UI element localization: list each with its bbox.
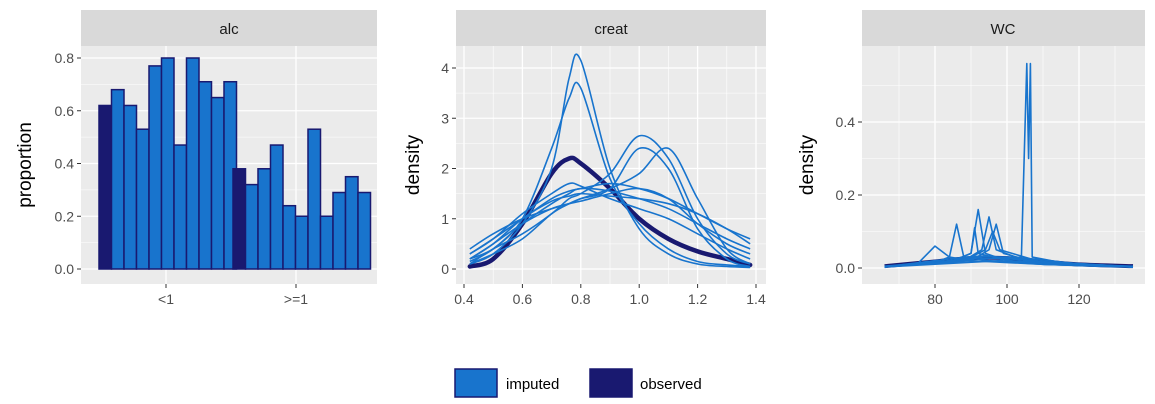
creat-xtick-label: 1.2 <box>688 291 708 307</box>
creat-ytick-label: 4 <box>441 60 449 76</box>
bar-imputed <box>123 104 138 270</box>
bar-imputed <box>110 88 125 270</box>
density-line-imputed <box>884 227 1134 268</box>
bar-imputed <box>269 144 284 270</box>
legend-key-imputed <box>454 368 498 398</box>
y-axis-title-proportion: proportion <box>15 122 36 208</box>
wc-xtick-label: 80 <box>927 291 943 307</box>
creat-xtick-label: 1.0 <box>629 291 649 307</box>
density-line-imputed <box>884 223 1134 268</box>
creat-ytick-label: 3 <box>441 110 449 126</box>
legend-label-observed: observed <box>640 376 702 393</box>
strip-wc-bg <box>862 10 1145 46</box>
bar-imputed <box>319 215 334 270</box>
creat-xtick-label: 0.8 <box>571 291 591 307</box>
panel-alc: alc 0.0 0.2 0.4 0.6 0.8 <1 >=1 proportion <box>15 10 377 307</box>
strip-creat-bg <box>456 10 766 46</box>
panel-creat: creat 0 1 2 3 4 0.4 0.6 0.8 1.0 1.2 1.4 density <box>403 10 766 307</box>
bar-observed <box>98 104 113 270</box>
wc-ytick-label: 0.4 <box>836 114 856 130</box>
creat-xtick-label: 0.6 <box>513 291 533 307</box>
alc-ytick-label: 0.8 <box>55 50 75 66</box>
alc-ytick-label: 0.4 <box>55 156 75 172</box>
bar-imputed <box>185 57 200 270</box>
wc-xtick-label: 120 <box>1067 291 1091 307</box>
wc-xtick-label: 100 <box>995 291 1019 307</box>
bar-imputed <box>173 144 188 270</box>
strip-wc-label: WC <box>991 21 1016 38</box>
panel-wc: WC 0.0 0.2 0.4 80 100 120 density <box>797 10 1145 307</box>
bar-imputed <box>294 215 309 270</box>
bar-imputed <box>135 128 150 270</box>
bar-imputed <box>332 191 347 270</box>
y-axis-title-density-wc: density <box>797 134 818 195</box>
creat-ytick-label: 2 <box>441 161 449 177</box>
wc-ytick-label: 0.0 <box>836 260 856 276</box>
alc-ytick-label: 0.2 <box>55 208 75 224</box>
alc-xtick-label: <1 <box>158 291 174 307</box>
alc-ytick-label: 0.6 <box>55 103 75 119</box>
bar-imputed <box>282 204 297 270</box>
bar-imputed <box>257 168 272 270</box>
wc-ytick-label: 0.2 <box>836 187 856 203</box>
creat-ytick-label: 0 <box>441 261 449 277</box>
creat-xtick-label: 1.4 <box>746 291 766 307</box>
bar-imputed <box>244 183 259 270</box>
legend-label-imputed: imputed <box>506 376 559 393</box>
panel-wc-bg <box>862 46 1145 284</box>
legend-key-observed <box>589 368 633 398</box>
alc-ytick-label: 0.0 <box>55 261 75 277</box>
bar-imputed <box>148 65 163 270</box>
bar-imputed <box>198 80 213 270</box>
y-axis-title-density-creat: density <box>403 134 424 195</box>
strip-alc-label: alc <box>219 21 239 38</box>
density-line-imputed <box>469 134 751 265</box>
density-line-imputed <box>469 187 751 260</box>
density-line-imputed <box>469 182 751 260</box>
legend: imputed observed <box>454 368 702 398</box>
density-line-imputed <box>469 192 751 260</box>
creat-xtick-label: 0.4 <box>454 291 474 307</box>
density-line-imputed <box>884 62 1134 268</box>
bar-imputed <box>210 96 225 270</box>
bar-observed <box>232 168 247 270</box>
bar-imputed <box>344 175 359 270</box>
bar-imputed <box>160 57 175 270</box>
bar-imputed <box>357 191 372 270</box>
bar-imputed <box>307 128 322 270</box>
alc-xtick-label: >=1 <box>284 291 308 307</box>
creat-ytick-label: 1 <box>441 211 449 227</box>
strip-alc-bg <box>81 10 377 46</box>
strip-creat-label: creat <box>594 21 628 38</box>
